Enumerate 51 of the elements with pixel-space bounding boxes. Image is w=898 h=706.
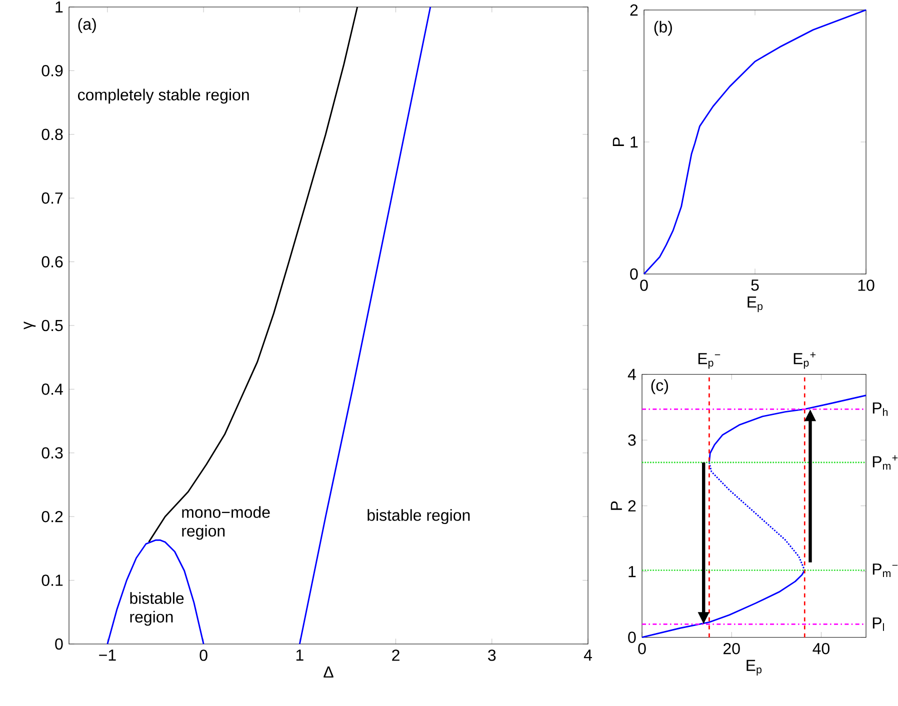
- x-axis-title: Δ: [324, 666, 334, 678]
- ref-line-label: P$_{l}$: [872, 617, 884, 631]
- x-tick-label: 20: [724, 642, 740, 654]
- y-tick-label: 0: [630, 268, 638, 280]
- y-axis-title: P: [612, 138, 624, 146]
- x-tick-label: 2: [392, 650, 400, 661]
- x-tick-label: 0: [638, 642, 646, 654]
- annotation: completely stable region: [78, 88, 249, 104]
- y-tick-label: 2: [630, 4, 638, 16]
- x-tick-label: −1: [99, 650, 116, 661]
- y-tick-label: 0.1: [42, 574, 63, 586]
- y-axis-title: P: [610, 501, 622, 510]
- y-tick-label: 0: [628, 632, 636, 643]
- x-tick-label: 5: [751, 280, 759, 291]
- y-tick-label: 1: [630, 136, 638, 148]
- y-tick-label: 1: [56, 1, 63, 12]
- x-tick-label: 1: [296, 650, 304, 661]
- annotation: mono−mode region: [182, 506, 270, 540]
- x-axis-title: E$_{p}$: [746, 660, 762, 676]
- y-tick-label: 0.5: [42, 320, 63, 332]
- x-tick-label: 40: [812, 642, 830, 654]
- y-tick-label: 0.8: [42, 128, 63, 140]
- annotation: bistable region: [130, 592, 184, 626]
- x-axis-title: E$_{p}$: [748, 296, 763, 312]
- ref-line-label: P$_{m}$+: [872, 455, 898, 470]
- y-axis-title: γ: [24, 322, 36, 330]
- ref-line-label: E$_{p}$+: [794, 352, 816, 369]
- y-tick-label: 0.6: [42, 256, 63, 268]
- line-series: [106, 539, 204, 645]
- annotation: bistable region: [368, 509, 470, 524]
- ref-line-label: P$_{m}$−: [872, 564, 898, 577]
- annotation: (b): [654, 20, 672, 36]
- x-tick-label: 4: [584, 650, 592, 661]
- ref-line-label: E$_{p}$−: [698, 353, 720, 369]
- y-tick-label: 4: [628, 368, 636, 380]
- line-series: [643, 9, 867, 275]
- x-tick-label: 0: [200, 650, 208, 661]
- annotation: (a): [78, 18, 96, 34]
- y-tick-label: 0.7: [42, 192, 63, 204]
- x-tick-label: 0: [640, 280, 648, 291]
- y-tick-label: 0.2: [42, 510, 63, 522]
- y-tick-label: 0.9: [42, 65, 63, 76]
- annotation: (c): [651, 379, 668, 394]
- x-tick-label: 3: [488, 650, 496, 661]
- ref-line-label: P$_{h}$: [872, 402, 888, 416]
- y-tick-label: 3: [628, 434, 636, 446]
- y-tick-label: 2: [628, 500, 636, 512]
- x-tick-label: 10: [858, 280, 874, 291]
- y-tick-label: 0.3: [42, 447, 63, 459]
- y-tick-label: 0.4: [42, 384, 63, 395]
- y-tick-label: 1: [628, 566, 636, 578]
